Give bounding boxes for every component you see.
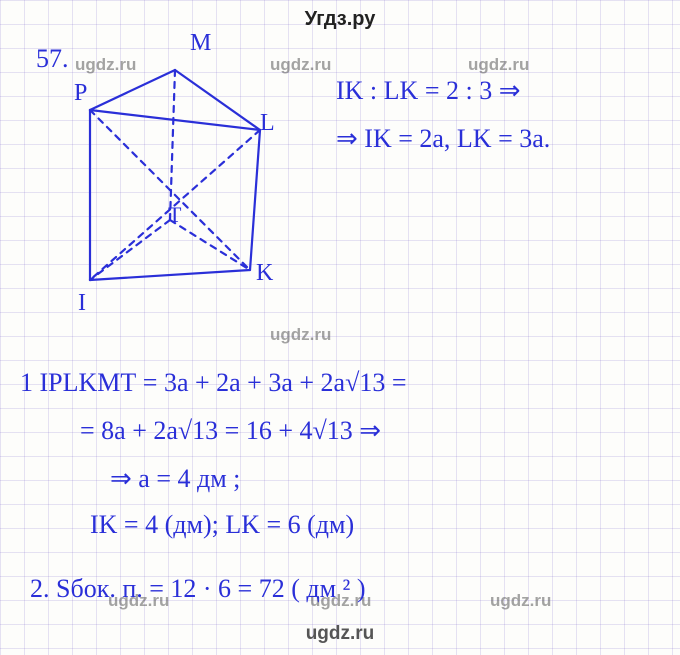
surface-area-line: 2. Sбок. п. = 12 · 6 = 72 ( дм ² ) (30, 574, 366, 604)
vertex-label-k: K (256, 260, 273, 287)
vertex-label-t: T (168, 202, 181, 228)
prism-diagram (70, 50, 280, 300)
perimeter-line-2: = 8a + 2a√13 = 16 + 4√13 ⇒ (80, 416, 381, 446)
vertex-label-m: М (190, 30, 211, 57)
perimeter-line-3: ⇒ a = 4 дм ; (110, 464, 240, 494)
vertex-label-p: P (74, 80, 87, 107)
ratio-statement-2: ⇒ IK = 2a, LK = 3a. (336, 124, 550, 154)
perimeter-line-1: 1 IPLKMТ = 3a + 2a + 3a + 2a√13 = (20, 368, 407, 398)
page-header: Угдз.ру (0, 8, 680, 31)
ratio-statement-1: IK : LK = 2 : 3 ⇒ (336, 76, 521, 106)
problem-number: 57. (36, 44, 69, 74)
vertex-label-i: I (78, 290, 86, 317)
dimensions-line: IK = 4 (дм); LK = 6 (дм) (90, 510, 354, 540)
page-footer: ugdz.ru (0, 623, 680, 645)
vertex-label-l: L (260, 110, 275, 137)
